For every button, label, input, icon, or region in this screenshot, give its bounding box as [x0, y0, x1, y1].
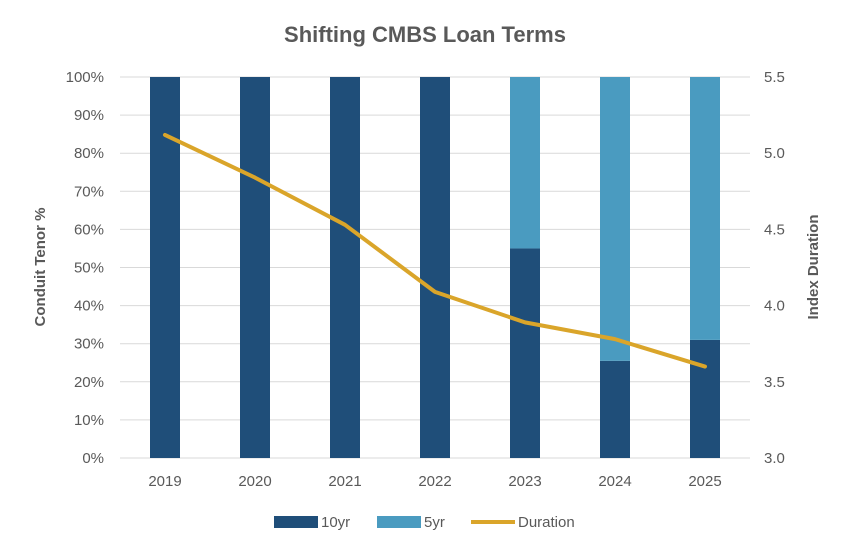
legend-swatch-5yr — [377, 516, 421, 528]
legend-label-5yr: 5yr — [424, 514, 445, 531]
y2-tick-label: 5.0 — [764, 145, 785, 162]
x-tick-label: 2020 — [238, 473, 271, 490]
y-tick-label: 90% — [74, 107, 104, 124]
y2-axis-title: Index Duration — [805, 214, 822, 319]
bar-5yr-2023 — [510, 77, 540, 249]
bar-5yr-2024 — [600, 77, 630, 361]
legend-swatch-10yr — [274, 516, 318, 528]
x-tick-label: 2025 — [688, 473, 721, 490]
x-tick-label: 2023 — [508, 473, 541, 490]
legend: 10yr 5yr Duration — [274, 514, 575, 531]
x-tick-label: 2019 — [148, 473, 181, 490]
left-axis-ticks: 0% 10% 20% 30% 40% 50% 60% 70% 80% 90% 100% — [66, 69, 104, 467]
y2-tick-label: 4.5 — [764, 221, 785, 238]
y2-tick-label: 3.5 — [764, 374, 785, 391]
bar-10yr-2025 — [690, 339, 720, 458]
x-tick-label: 2021 — [328, 473, 361, 490]
y-tick-label: 100% — [66, 69, 104, 86]
bars — [150, 77, 720, 458]
y2-tick-label: 5.5 — [764, 69, 785, 86]
bar-10yr-2021 — [330, 77, 360, 458]
y2-tick-label: 4.0 — [764, 298, 785, 315]
y-tick-label: 40% — [74, 298, 104, 315]
x-tick-label: 2022 — [418, 473, 451, 490]
y-tick-label: 10% — [74, 412, 104, 429]
bar-10yr-2023 — [510, 248, 540, 458]
x-axis-ticks: 2019 2020 2021 2022 2023 2024 2025 — [148, 473, 721, 490]
y-tick-label: 60% — [74, 221, 104, 238]
legend-label-duration: Duration — [518, 514, 575, 531]
bar-5yr-2025 — [690, 77, 720, 340]
y-tick-label: 20% — [74, 374, 104, 391]
x-tick-label: 2024 — [598, 473, 631, 490]
duration-line — [163, 132, 707, 369]
bar-10yr-2022 — [420, 77, 450, 458]
bar-10yr-2020 — [240, 77, 270, 458]
y-tick-label: 80% — [74, 145, 104, 162]
y-tick-label: 50% — [74, 260, 104, 277]
right-axis-ticks: 3.0 3.5 4.0 4.5 5.0 5.5 — [764, 69, 785, 467]
legend-label-10yr: 10yr — [321, 514, 350, 531]
bar-10yr-2024 — [600, 360, 630, 458]
y-axis-title: Conduit Tenor % — [32, 208, 49, 327]
y-tick-label: 70% — [74, 183, 104, 200]
y-tick-label: 0% — [82, 450, 104, 467]
y-tick-label: 30% — [74, 336, 104, 353]
chart-title: Shifting CMBS Loan Terms — [284, 22, 566, 47]
y2-tick-label: 3.0 — [764, 450, 785, 467]
